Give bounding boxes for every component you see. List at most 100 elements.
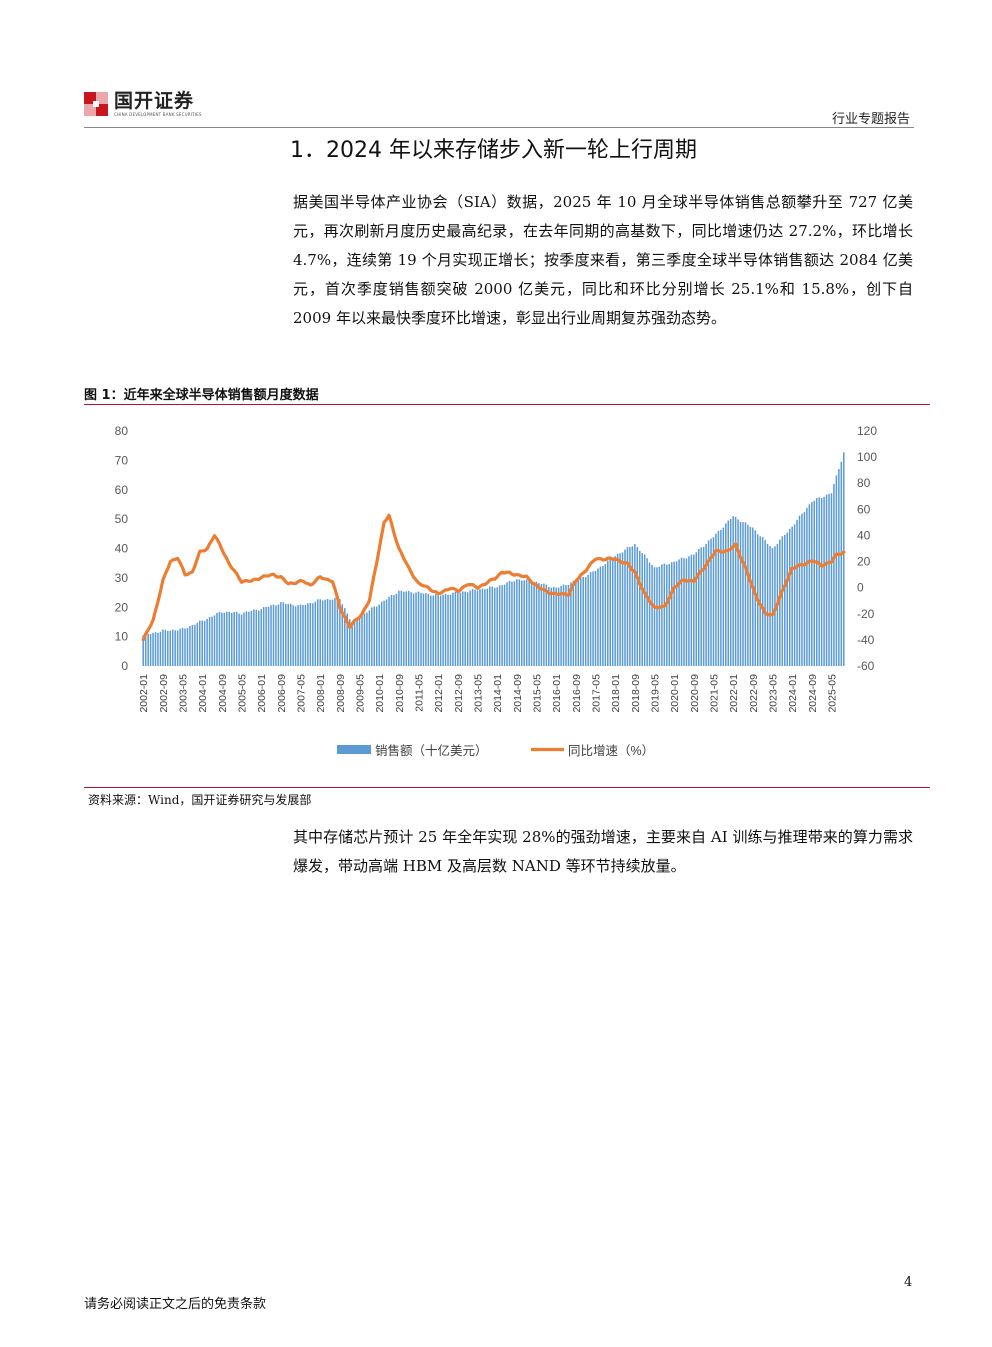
- sales-bar: [582, 576, 584, 666]
- sales-bar: [260, 609, 262, 666]
- sales-bar: [678, 559, 680, 666]
- sales-bar: [808, 504, 811, 666]
- sales-bar: [675, 561, 678, 666]
- sales-bar: [189, 625, 191, 666]
- sales-bar: [688, 556, 690, 666]
- sales-bar: [717, 530, 720, 666]
- x-axis-tick-label: 2022-01: [728, 674, 740, 713]
- sales-bar: [683, 558, 685, 666]
- right-axis-tick-label: 0: [857, 581, 864, 595]
- sales-bar: [233, 612, 235, 666]
- sales-bar: [784, 534, 786, 666]
- sales-bar: [764, 540, 766, 666]
- x-axis-tick-label: 2015-05: [532, 674, 544, 713]
- sales-bar: [825, 494, 828, 666]
- sales-bar: [690, 554, 693, 666]
- x-axis-tick-label: 2006-09: [276, 674, 288, 713]
- x-axis-tick-label: 2024-09: [807, 674, 819, 713]
- sales-bar: [316, 599, 319, 666]
- sales-bar: [538, 583, 540, 666]
- sales-bar: [285, 603, 287, 666]
- sales-bar: [599, 566, 602, 666]
- header-divider: [84, 127, 914, 128]
- sales-bar: [540, 584, 543, 666]
- sales-bar: [248, 611, 250, 666]
- sales-bar: [648, 562, 651, 666]
- sales-bar: [653, 567, 656, 666]
- sales-bar: [425, 592, 427, 666]
- sales-bar: [302, 605, 304, 666]
- x-axis-tick-label: 2016-09: [571, 674, 583, 713]
- sales-bar: [486, 588, 489, 666]
- sales-bar: [427, 593, 430, 666]
- sales-bar: [707, 540, 710, 666]
- sales-bar: [245, 611, 248, 666]
- sales-bar: [661, 564, 663, 666]
- sales-bar: [437, 594, 439, 666]
- sales-bar: [530, 582, 533, 666]
- sales-bar: [304, 604, 307, 666]
- sales-bar: [710, 538, 712, 666]
- sales-bar: [796, 520, 798, 666]
- sales-bar: [272, 604, 275, 666]
- sales-bar: [258, 610, 260, 666]
- sales-bar: [752, 527, 754, 666]
- sales-bar: [292, 605, 294, 666]
- legend-sales-label: 销售额（十亿美元）: [375, 743, 488, 758]
- sales-bar: [240, 614, 243, 666]
- sales-bar: [348, 619, 351, 666]
- sales-bar: [203, 620, 206, 666]
- sales-bar: [474, 589, 476, 666]
- x-axis-tick-label: 2008-09: [335, 674, 347, 713]
- sales-bar: [378, 604, 380, 666]
- sales-bar: [454, 591, 457, 666]
- sales-bar: [528, 581, 530, 666]
- sales-bar: [548, 587, 550, 666]
- sales-bar: [459, 592, 462, 666]
- sales-bars: [142, 452, 845, 666]
- left-axis-tick-label: 10: [115, 630, 129, 644]
- sales-bar: [636, 546, 639, 666]
- sales-bar: [201, 620, 203, 666]
- sales-bar: [353, 620, 356, 666]
- sales-bar: [476, 590, 479, 666]
- left-axis-tick-label: 30: [115, 571, 129, 585]
- sales-bar: [297, 605, 299, 666]
- sales-bar: [230, 612, 233, 666]
- sales-bar: [403, 591, 405, 666]
- x-axis-tick-label: 2002-01: [138, 674, 150, 713]
- sales-bar: [828, 493, 830, 666]
- sales-bar: [430, 595, 432, 666]
- sales-bar: [380, 601, 383, 666]
- sales-bar: [511, 581, 513, 666]
- sales-bar: [729, 518, 732, 666]
- sales-bar: [843, 452, 845, 666]
- sales-bar: [656, 567, 658, 666]
- sales-bar: [641, 553, 643, 666]
- sales-bar: [324, 599, 326, 666]
- yoy-growth-line: [141, 513, 846, 642]
- sales-bar: [830, 493, 833, 666]
- sales-bar: [702, 546, 705, 666]
- sales-bar: [545, 584, 548, 666]
- x-axis-tick-label: 2020-09: [689, 674, 701, 713]
- sales-bar: [174, 630, 176, 666]
- sales-bar: [658, 566, 661, 666]
- sales-bar: [270, 605, 272, 666]
- sales-bar: [243, 612, 245, 666]
- x-axis-tick-label: 2018-01: [610, 674, 622, 713]
- sales-bar: [434, 594, 437, 666]
- sales-bar: [734, 516, 737, 666]
- sales-bar: [299, 604, 302, 666]
- sales-bar: [575, 580, 577, 666]
- sales-bar: [634, 543, 636, 666]
- sales-bar: [715, 533, 717, 666]
- sales-bar: [666, 564, 668, 666]
- sales-bar: [609, 558, 612, 666]
- x-axis-tick-label: 2020-01: [669, 674, 681, 713]
- sales-bar: [390, 594, 393, 666]
- sales-bar: [725, 523, 727, 666]
- sales-bar: [744, 522, 747, 666]
- sales-bar: [626, 547, 629, 666]
- sales-bar: [147, 633, 149, 666]
